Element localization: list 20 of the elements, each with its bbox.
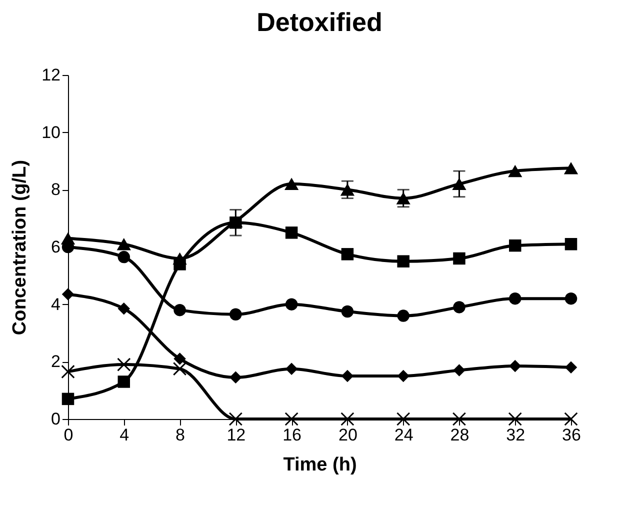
x-tick-label: 12	[226, 426, 246, 444]
x-tick-label: 4	[120, 426, 130, 444]
y-tick-label: 2	[51, 352, 60, 372]
y-tick-label: 8	[51, 180, 60, 200]
x-tick-label: 24	[394, 426, 414, 444]
x-tick-label: 28	[450, 426, 470, 444]
x-tick-label: 0	[64, 426, 74, 444]
y-tick-label: 4	[51, 294, 60, 314]
x-tick-label: 16	[282, 426, 302, 444]
x-axis-title: Time (h)	[283, 454, 357, 476]
x-tick-label: 36	[562, 426, 581, 444]
x-tick-label: 32	[506, 426, 526, 444]
x-tick-label: 8	[176, 426, 186, 444]
x-tick-label: 20	[338, 426, 358, 444]
y-tick-label: 0	[51, 410, 60, 428]
y-tick-label: 6	[51, 238, 60, 256]
y-tick-label: 10	[42, 122, 60, 142]
chart-title: Detoxified	[256, 7, 382, 37]
y-axis-title: Concentration (g/L)	[10, 160, 31, 336]
y-tick-label: 12	[42, 66, 60, 84]
